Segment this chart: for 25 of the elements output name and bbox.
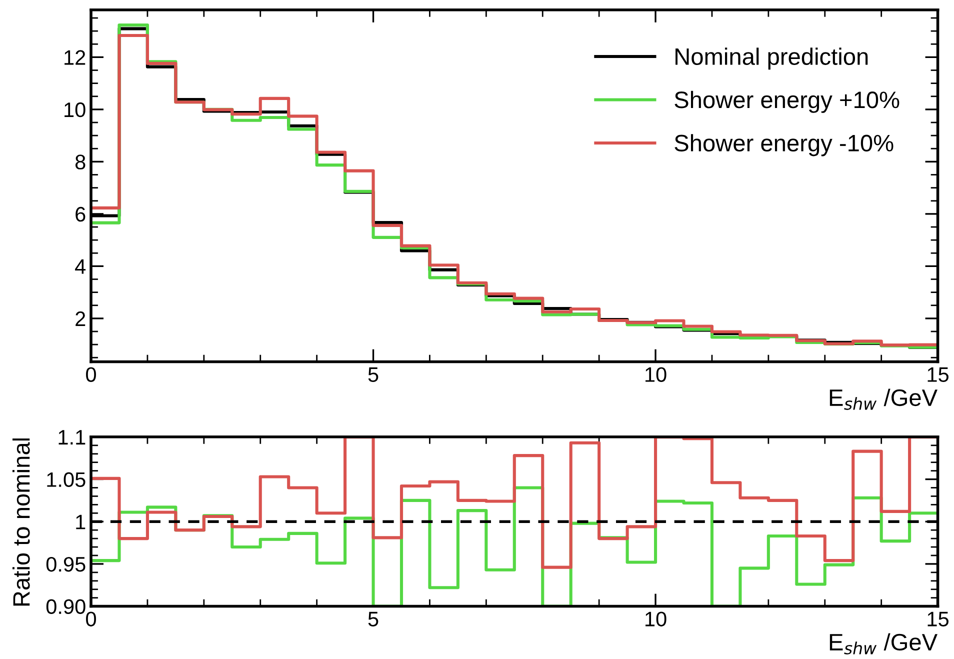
y-tick-label: 1 [76, 514, 86, 530]
x-tick-label: 10 [646, 612, 666, 626]
legend-label: Shower energy -10% [674, 134, 894, 156]
y-tick-label: 0.90 [46, 599, 86, 614]
y-tick-label: 2 [76, 311, 86, 326]
y-tick-label: 6 [76, 206, 86, 222]
legend-label: Shower energy +10% [674, 90, 900, 113]
y-tick-label: 10 [64, 102, 86, 118]
x-tick-label: 15 [928, 612, 948, 626]
x-tick-label: 15 [928, 367, 948, 382]
y-tick-label: 4 [75, 259, 86, 274]
y-tick-label: 8 [75, 154, 86, 170]
x-tick-label: 10 [646, 367, 666, 382]
y-tick-label: 1.1 [58, 430, 86, 444]
x-axis-title: E$_{shw}$ /GeV [830, 388, 938, 410]
y-axis-title: Ratio to nominal [12, 438, 30, 606]
x-tick-label: 5 [368, 612, 378, 626]
x-axis-title: E$_{shw}$ /GeV [830, 633, 938, 654]
y-tick-label: 1.05 [47, 472, 86, 488]
legend-label: Nominal prediction [676, 48, 868, 70]
x-tick-label: 0 [86, 367, 96, 382]
x-tick-label: 0 [86, 612, 96, 626]
y-tick-label: 0.95 [46, 556, 86, 572]
x-tick-label: 5 [368, 367, 378, 382]
y-tick-label: 12 [64, 50, 86, 65]
